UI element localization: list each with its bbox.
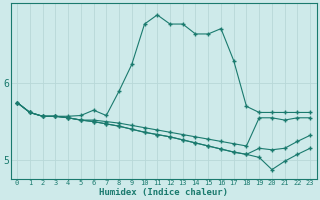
X-axis label: Humidex (Indice chaleur): Humidex (Indice chaleur) <box>99 188 228 197</box>
